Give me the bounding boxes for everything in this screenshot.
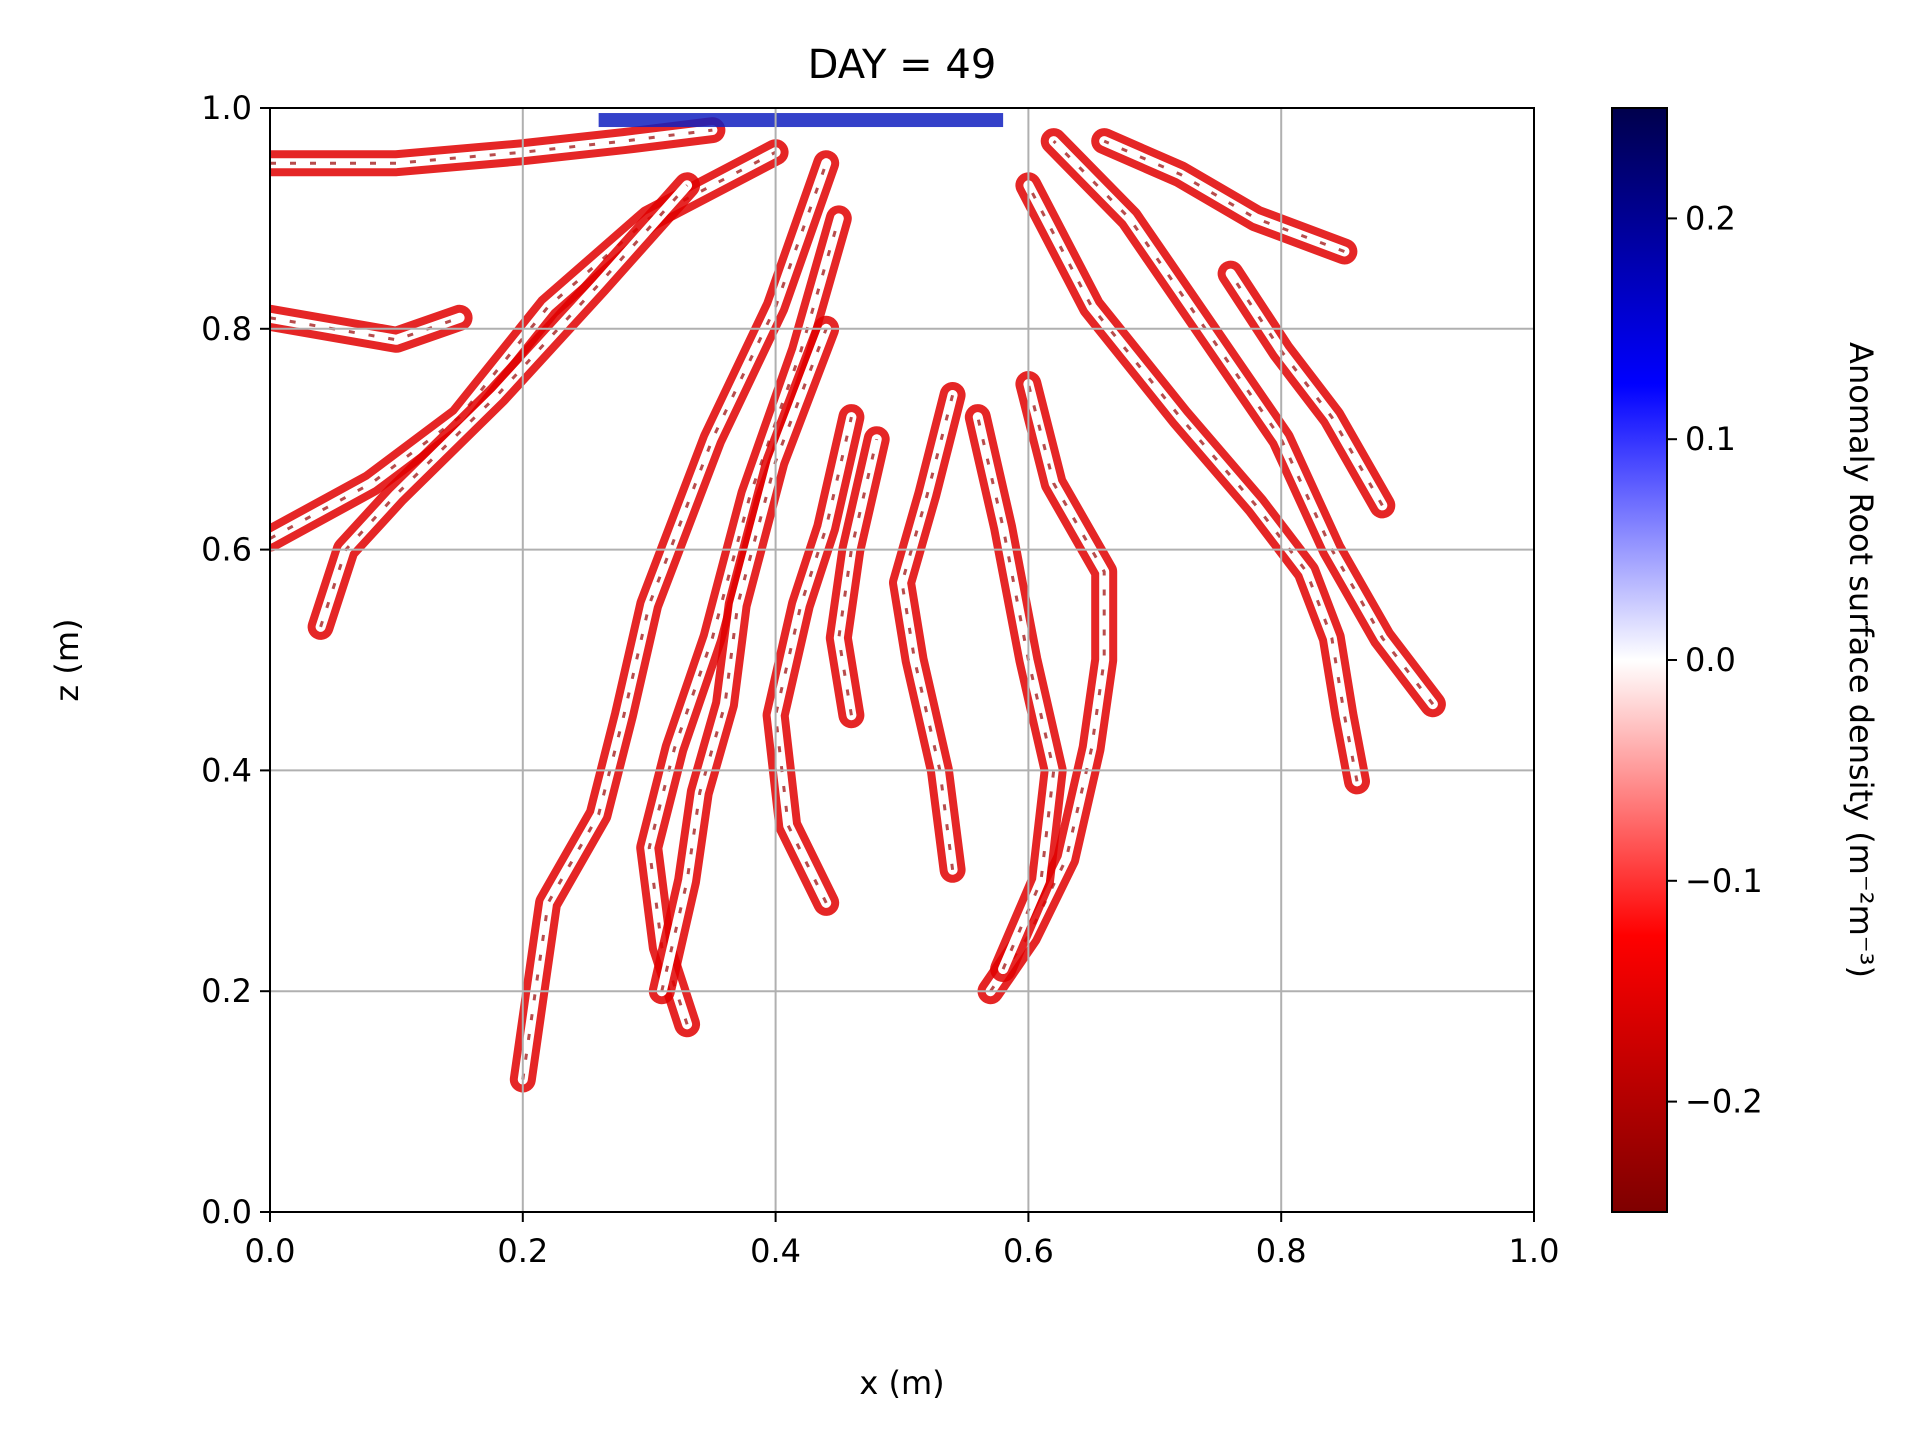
x-axis-label: x (m) (859, 1364, 944, 1402)
colorbar-label: Anomaly Root surface density (m⁻²m⁻³) (1842, 342, 1880, 978)
x-tick-label: 1.0 (1509, 1232, 1560, 1270)
y-tick-label: 0.4 (201, 751, 252, 789)
y-tick-label: 0.0 (201, 1193, 252, 1231)
x-tick-label: 0.0 (245, 1232, 296, 1270)
plot-frame (269, 107, 1535, 1213)
x-tick-label: 0.6 (1003, 1232, 1054, 1270)
y-tick-label: 0.6 (201, 531, 252, 569)
root-branch-edge (900, 394, 955, 870)
colorbar-tick-label: −0.1 (1685, 862, 1763, 900)
colorbar-ticks: −0.2 −0.1 0.0 0.1 0.2 (1667, 199, 1763, 1121)
y-tick-label: 1.0 (201, 89, 252, 127)
colorbar-tick-label: 0.2 (1685, 199, 1736, 237)
heatmap-field (270, 113, 1446, 1093)
y-axis-label: z (m) (48, 618, 86, 701)
chart-title: DAY = 49 (808, 42, 997, 88)
root-branch-edge (1229, 272, 1384, 507)
root-branch-core (315, 180, 693, 632)
x-tick-label: 0.8 (1256, 1232, 1307, 1270)
root-branch-edge (1052, 140, 1435, 706)
colorbar-tick-label: 0.0 (1685, 641, 1736, 679)
root-branch-edge (270, 128, 713, 165)
x-tick-label: 0.4 (750, 1232, 801, 1270)
root-branch-edge (1103, 139, 1345, 253)
y-tick-label: 0.2 (201, 972, 252, 1010)
colorbar-tick-label: 0.1 (1685, 420, 1736, 458)
y-axis-ticks: 0.0 0.2 0.4 0.6 0.8 1.0 (201, 89, 270, 1231)
root-branch-edge (647, 217, 841, 1025)
x-axis-ticks: 0.0 0.2 0.4 0.6 0.8 1.0 (245, 1212, 1560, 1270)
colorbar (1611, 107, 1668, 1213)
top-positive-band (598, 113, 1004, 128)
root-branch-core (770, 412, 857, 908)
root-branch-edge (837, 438, 879, 716)
root-branch-edge (521, 162, 828, 1080)
y-tick-label: 0.8 (201, 310, 252, 348)
root-branch-edge (976, 416, 1056, 970)
x-tick-label: 0.2 (497, 1232, 548, 1270)
root-branch-edge (1027, 184, 1359, 782)
colorbar-tick-label: −0.2 (1685, 1083, 1763, 1121)
